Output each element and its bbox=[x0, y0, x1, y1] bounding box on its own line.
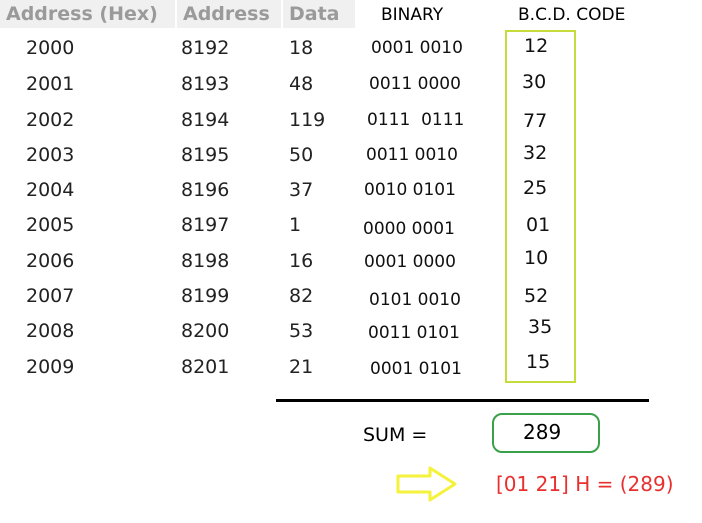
bcd-cell: 12 bbox=[524, 35, 549, 57]
binary-cell: 0011 0101 bbox=[368, 323, 460, 343]
binary-cell: 0000 0001 bbox=[363, 219, 455, 239]
bcd-cell: 32 bbox=[523, 142, 548, 164]
address-cell: 8200 bbox=[181, 320, 230, 342]
binary-cell: 0001 0000 bbox=[364, 252, 456, 272]
column-divider bbox=[175, 0, 177, 28]
data-cell: 82 bbox=[289, 285, 314, 307]
data-cell: 119 bbox=[289, 109, 326, 131]
bcd-cell: 35 bbox=[528, 316, 553, 338]
address-cell: 8197 bbox=[181, 214, 230, 236]
address-hex-cell: 2009 bbox=[26, 356, 75, 378]
data-cell: 16 bbox=[289, 250, 314, 272]
address-cell: 8199 bbox=[181, 285, 230, 307]
binary-cell: 0010 0101 bbox=[364, 180, 456, 200]
bcd-cell: 01 bbox=[526, 214, 551, 236]
sum-highlight-box bbox=[492, 413, 600, 453]
address-cell: 8198 bbox=[181, 250, 230, 272]
column-header-address-hex[interactable]: Address (Hex) bbox=[0, 0, 175, 28]
address-hex-cell: 2008 bbox=[26, 320, 75, 342]
bcd-cell: 25 bbox=[523, 177, 548, 199]
binary-cell: 0101 0010 bbox=[369, 290, 461, 310]
column-divider bbox=[281, 0, 283, 28]
address-hex-cell: 2004 bbox=[26, 179, 75, 201]
data-cell: 37 bbox=[289, 179, 314, 201]
sum-value: 289 bbox=[523, 420, 562, 444]
column-header-data[interactable]: Data bbox=[283, 0, 355, 28]
address-cell: 8196 bbox=[181, 179, 230, 201]
data-cell: 50 bbox=[289, 144, 314, 166]
bcd-cell: 15 bbox=[526, 351, 551, 373]
binary-cell: 0001 0010 bbox=[371, 38, 463, 58]
address-hex-cell: 2007 bbox=[26, 285, 75, 307]
data-cell: 48 bbox=[289, 73, 314, 95]
bcd-cell: 30 bbox=[522, 71, 547, 93]
address-hex-cell: 2002 bbox=[26, 109, 75, 131]
sum-label: SUM = bbox=[363, 424, 428, 446]
bcd-code-label: B.C.D. CODE bbox=[518, 5, 626, 25]
bcd-highlight-box bbox=[505, 30, 576, 383]
bcd-cell: 77 bbox=[523, 110, 548, 132]
data-cell: 21 bbox=[289, 356, 314, 378]
sum-divider-line bbox=[276, 399, 649, 402]
address-cell: 8201 bbox=[181, 356, 230, 378]
address-hex-cell: 2000 bbox=[26, 37, 75, 59]
data-cell: 18 bbox=[289, 37, 314, 59]
column-header-address[interactable]: Address bbox=[177, 0, 281, 28]
address-cell: 8195 bbox=[181, 144, 230, 166]
data-cell: 1 bbox=[289, 214, 302, 236]
binary-cell: 0001 0101 bbox=[370, 359, 462, 379]
data-cell: 53 bbox=[289, 320, 314, 342]
address-cell: 8193 bbox=[181, 73, 230, 95]
binary-cell: 0011 0000 bbox=[369, 74, 461, 94]
address-cell: 8192 bbox=[181, 37, 230, 59]
bcd-cell: 52 bbox=[524, 285, 549, 307]
address-hex-cell: 2001 bbox=[26, 73, 75, 95]
binary-label: BINARY bbox=[381, 5, 444, 25]
address-hex-cell: 2005 bbox=[26, 214, 75, 236]
address-hex-cell: 2003 bbox=[26, 144, 75, 166]
result-expression: [01 21] H = (289) bbox=[496, 472, 674, 496]
bcd-cell: 10 bbox=[524, 247, 549, 269]
right-arrow-icon bbox=[396, 466, 457, 502]
address-hex-cell: 2006 bbox=[26, 250, 75, 272]
binary-cell: 0111 0111 bbox=[367, 110, 465, 130]
binary-cell: 0011 0010 bbox=[366, 145, 458, 165]
address-cell: 8194 bbox=[181, 109, 230, 131]
